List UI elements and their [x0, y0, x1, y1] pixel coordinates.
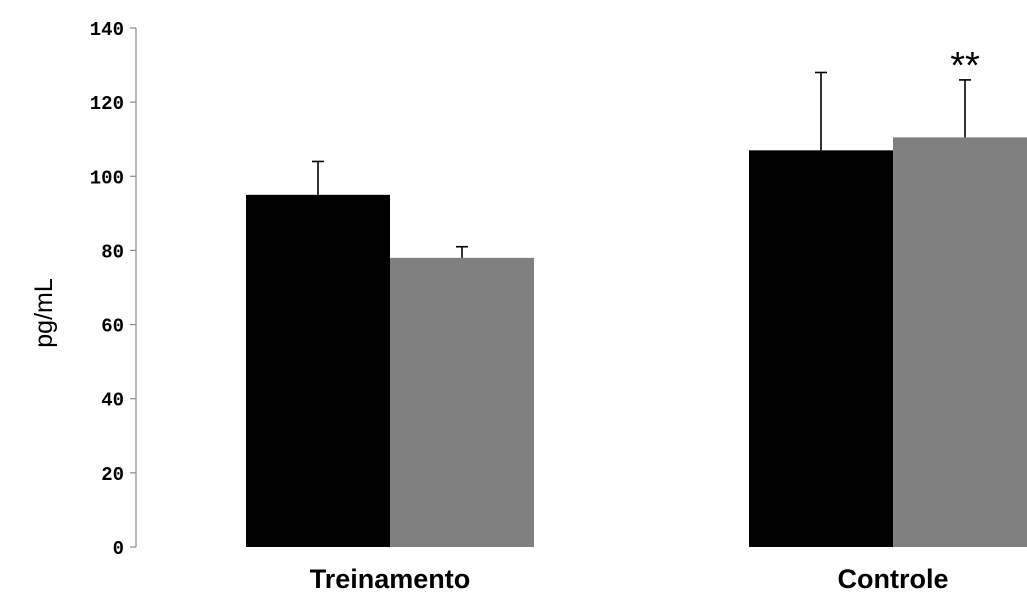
x-category-label: Treinamento	[310, 564, 471, 594]
bar	[749, 150, 893, 547]
significance-annotation: **	[950, 45, 980, 87]
y-axis: 0 20 40 60 80 100 120 140	[90, 19, 136, 560]
bar	[246, 195, 390, 547]
y-tick-label: 40	[101, 390, 124, 412]
bar	[893, 137, 1027, 547]
y-tick-label: 120	[90, 93, 124, 115]
y-tick-label: 80	[101, 241, 124, 263]
y-tick-label: 20	[101, 464, 124, 486]
y-axis-title: pg/mL	[30, 278, 58, 348]
y-tick-label: 140	[90, 19, 124, 41]
x-category-label: Controle	[838, 564, 949, 594]
y-tick-label: 60	[101, 316, 124, 338]
bars	[246, 72, 1027, 547]
bar	[390, 258, 534, 547]
y-tick-label: 100	[90, 167, 124, 189]
y-tick-label: 0	[113, 538, 124, 560]
